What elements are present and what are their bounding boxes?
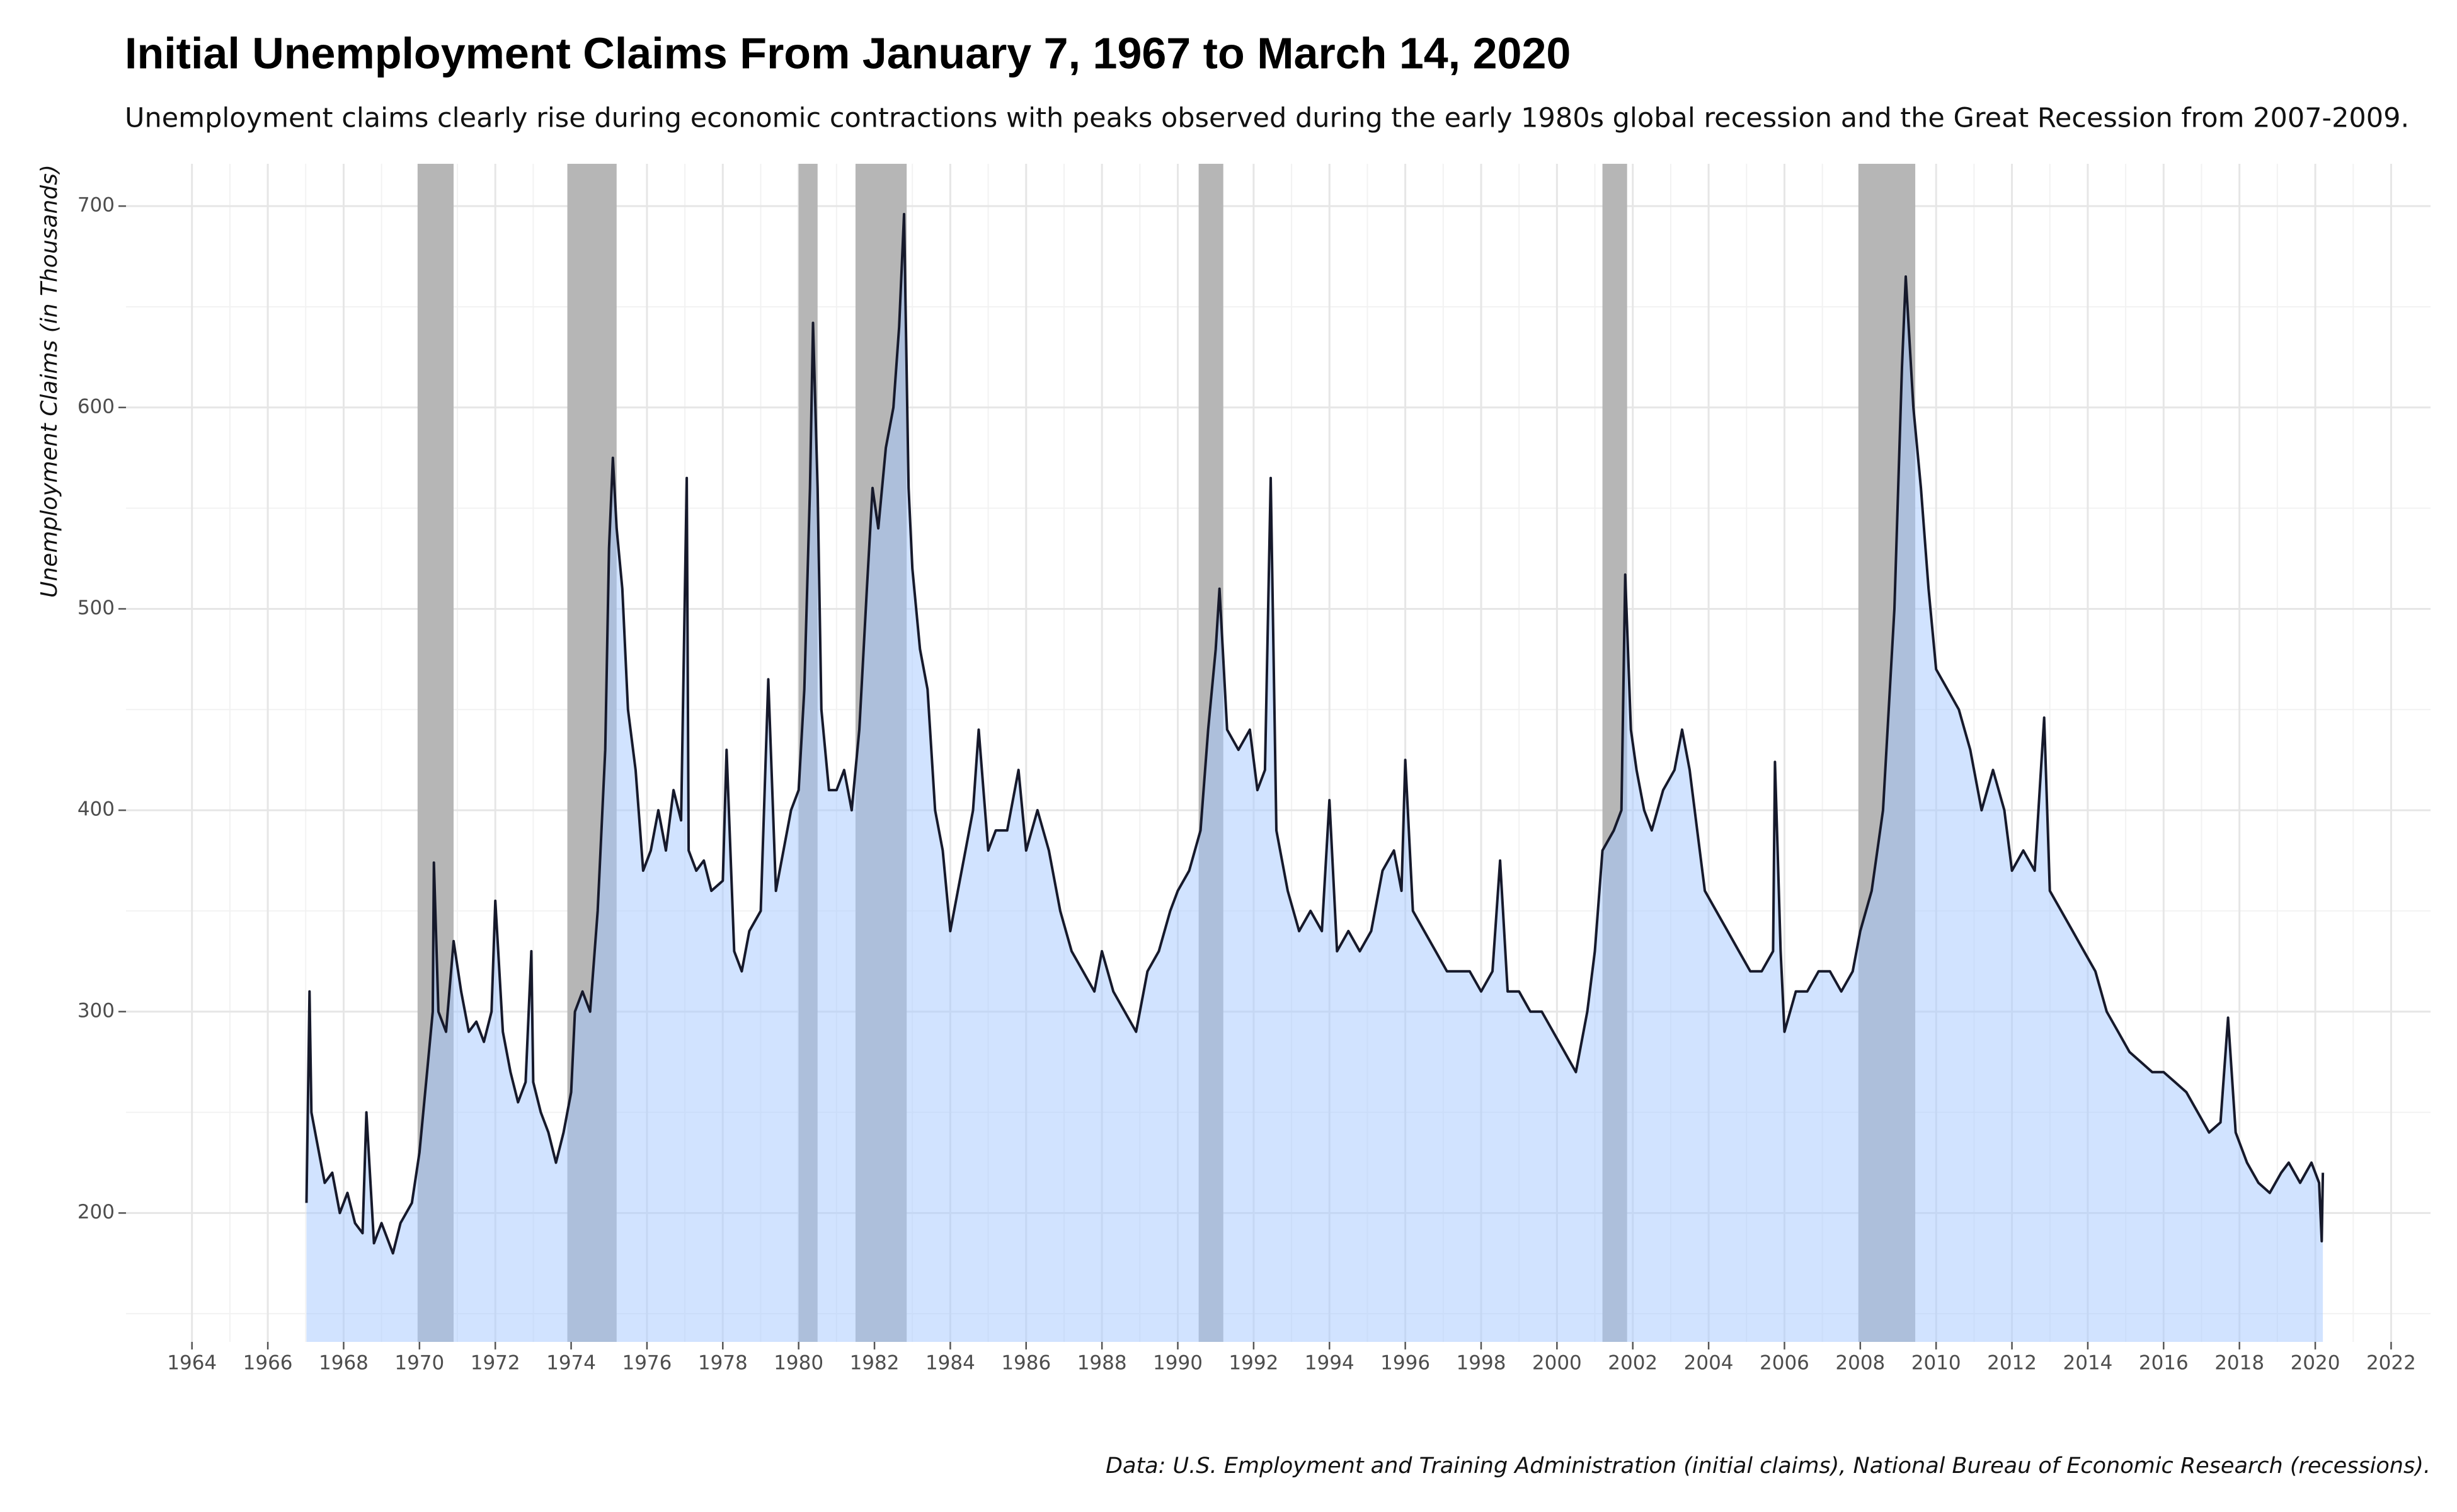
x-tick-label: 1992 bbox=[1228, 1352, 1278, 1375]
y-tick-label: 200 bbox=[77, 1201, 115, 1223]
x-tick-label: 2004 bbox=[1684, 1352, 1734, 1375]
x-tick-label: 2000 bbox=[1532, 1352, 1582, 1375]
x-tick-label: 2006 bbox=[1760, 1352, 1809, 1375]
caption: Data: U.S. Employment and Training Admin… bbox=[1106, 1453, 2431, 1479]
x-tick-label: 1984 bbox=[925, 1352, 975, 1375]
x-tick-label: 1998 bbox=[1457, 1352, 1506, 1375]
x-tick-label: 2012 bbox=[1987, 1352, 2037, 1375]
x-tick-label: 1972 bbox=[471, 1352, 520, 1375]
x-tick-label: 1990 bbox=[1153, 1352, 1203, 1375]
y-tick-label: 500 bbox=[77, 597, 115, 619]
x-tick-label: 2020 bbox=[2291, 1352, 2340, 1375]
y-tick-label: 600 bbox=[77, 395, 115, 418]
x-tick-label: 1976 bbox=[622, 1352, 672, 1375]
x-tick-label: 2016 bbox=[2139, 1352, 2189, 1375]
y-tick-label: 300 bbox=[77, 999, 115, 1022]
y-tick-label: 400 bbox=[77, 798, 115, 821]
x-tick-label: 2018 bbox=[2214, 1352, 2264, 1375]
x-tick-label: 1988 bbox=[1077, 1352, 1127, 1375]
y-axis-label: Unemployment Claims (in Thousands) bbox=[37, 164, 62, 598]
x-tick-label: 2014 bbox=[2063, 1352, 2112, 1375]
x-tick-label: 2022 bbox=[2366, 1352, 2416, 1375]
x-tick-label: 1964 bbox=[167, 1352, 217, 1375]
x-tick-label: 1980 bbox=[774, 1352, 823, 1375]
x-tick-label: 1974 bbox=[546, 1352, 596, 1375]
x-tick-label: 2010 bbox=[1911, 1352, 1961, 1375]
x-tick-label: 1994 bbox=[1305, 1352, 1354, 1375]
x-tick-label: 1996 bbox=[1380, 1352, 1430, 1375]
y-tick-label: 700 bbox=[77, 194, 115, 217]
x-tick-label: 1978 bbox=[698, 1352, 748, 1375]
chart-title: Initial Unemployment Claims From January… bbox=[125, 28, 1571, 77]
x-tick-label: 2008 bbox=[1835, 1352, 1885, 1375]
x-tick-label: 2002 bbox=[1608, 1352, 1658, 1375]
line bbox=[305, 212, 2325, 1255]
x-tick-label: 1968 bbox=[319, 1352, 369, 1375]
x-tick-label: 1982 bbox=[850, 1352, 900, 1375]
x-tick-label: 1986 bbox=[1001, 1352, 1051, 1375]
x-tick-label: 1970 bbox=[394, 1352, 444, 1375]
chart-subtitle: Unemployment claims clearly rise during … bbox=[125, 103, 2409, 134]
x-tick-label: 1966 bbox=[243, 1352, 293, 1375]
